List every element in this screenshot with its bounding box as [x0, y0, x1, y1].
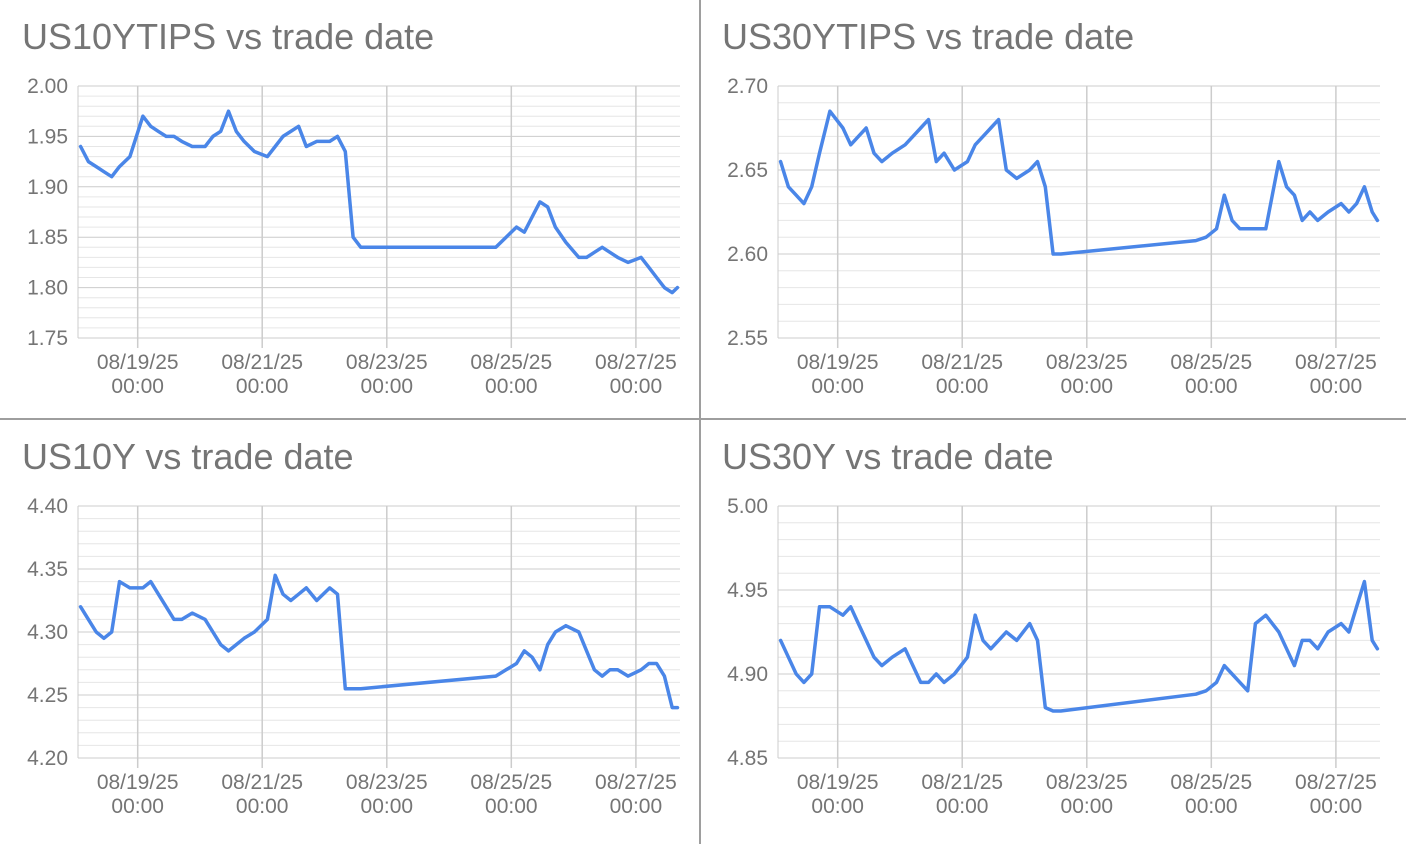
- x-tick-label-time: 00:00: [236, 375, 289, 398]
- x-tick-label-time: 00:00: [111, 795, 164, 818]
- chart-panel-us10ytips: US10YTIPS vs trade date 2.00 1.95 1.90 1.85…: [0, 0, 700, 420]
- y-tick-label: 2.65: [727, 159, 768, 182]
- x-tick-label-date: 08/19/25: [797, 351, 879, 374]
- y-tick-label: 1.80: [27, 277, 68, 300]
- gridlines: [77, 85, 680, 348]
- y-tick-label: 4.35: [27, 558, 68, 581]
- x-tick-label-time: 00:00: [936, 375, 989, 398]
- y-tick-label: 2.55: [727, 327, 768, 350]
- x-tick-label-date: 08/21/25: [221, 771, 303, 794]
- series-line: [778, 579, 1380, 713]
- chart-panel-us10y: US10Y vs trade date 4.40 4.35 4.30 4.25 4.20…: [0, 420, 700, 840]
- x-tick-label-time: 00:00: [361, 795, 414, 818]
- y-tick-label: 1.95: [27, 125, 68, 148]
- x-tick-label-date: 08/27/25: [595, 771, 677, 794]
- x-tick-label-time: 00:00: [610, 795, 663, 818]
- line-chart-us10ytips: 2.001.951.901.851.801.7508/19/2500:0008/…: [27, 75, 680, 398]
- series-line: [778, 109, 1380, 256]
- y-tick-label: 2.00: [27, 75, 68, 98]
- x-tick-label-date: 08/27/25: [1295, 771, 1377, 794]
- x-tick-label-time: 00:00: [361, 375, 414, 398]
- x-tick-label-time: 00:00: [1185, 375, 1238, 398]
- x-tick-label-time: 00:00: [936, 795, 989, 818]
- vertical-divider: [699, 0, 701, 844]
- x-tick-label-date: 08/21/25: [921, 351, 1003, 374]
- line-chart-us30ytips: 2.702.652.602.5508/19/2500:0008/21/2500:…: [727, 75, 1380, 398]
- gridlines: [777, 505, 1380, 768]
- y-tick-label: 4.40: [27, 495, 68, 518]
- x-tick-label-time: 00:00: [1310, 795, 1363, 818]
- x-tick-label-date: 08/25/25: [470, 771, 552, 794]
- x-tick-label-time: 00:00: [485, 375, 538, 398]
- y-tick-label: 2.60: [727, 243, 768, 266]
- x-tick-label-time: 00:00: [1185, 795, 1238, 818]
- y-tick-label: 4.30: [27, 621, 68, 644]
- chart-title: US10YTIPS vs trade date: [22, 16, 435, 57]
- chart-panel-us30y: US30Y vs trade date 5.00 4.95 4.90 4.85 08/1…: [700, 420, 1400, 840]
- x-tick-label-date: 08/19/25: [97, 351, 179, 374]
- x-tick-label-time: 00:00: [485, 795, 538, 818]
- y-tick-label: 1.90: [27, 176, 68, 199]
- x-tick-label-date: 08/23/25: [346, 771, 428, 794]
- x-tick-label-date: 08/23/25: [346, 351, 428, 374]
- line-chart-us10y: 4.404.354.304.254.2008/19/2500:0008/21/2…: [27, 495, 680, 818]
- x-tick-label-time: 00:00: [111, 375, 164, 398]
- x-tick-label-date: 08/25/25: [470, 351, 552, 374]
- x-tick-label-time: 00:00: [610, 375, 663, 398]
- x-tick-label-date: 08/25/25: [1170, 771, 1252, 794]
- chart-title: US30YTIPS vs trade date: [722, 16, 1135, 57]
- series-line: [78, 573, 680, 710]
- line-chart-us30y: 5.004.954.904.8508/19/2500:0008/21/2500:…: [727, 495, 1380, 818]
- gridlines: [777, 85, 1380, 348]
- x-tick-label-time: 00:00: [236, 795, 289, 818]
- x-tick-label-date: 08/27/25: [1295, 351, 1377, 374]
- x-tick-label-date: 08/21/25: [221, 351, 303, 374]
- y-tick-label: 4.20: [27, 747, 68, 770]
- x-tick-label-time: 00:00: [1061, 375, 1114, 398]
- x-tick-label-date: 08/23/25: [1046, 771, 1128, 794]
- x-tick-label-date: 08/25/25: [1170, 351, 1252, 374]
- x-tick-label-date: 08/21/25: [921, 771, 1003, 794]
- y-tick-label: 4.85: [727, 747, 768, 770]
- y-tick-label: 1.85: [27, 226, 68, 249]
- gridlines: [77, 505, 680, 768]
- y-tick-label: 5.00: [727, 495, 768, 518]
- series-line: [78, 109, 680, 295]
- x-tick-label-date: 08/23/25: [1046, 351, 1128, 374]
- x-tick-label-date: 08/19/25: [797, 771, 879, 794]
- chart-panel-us30ytips: US30YTIPS vs trade date 2.70 2.65 2.60 2.55…: [700, 0, 1400, 420]
- y-tick-label: 1.75: [27, 327, 68, 350]
- chart-title: US10Y vs trade date: [22, 436, 354, 477]
- x-tick-label-date: 08/27/25: [595, 351, 677, 374]
- x-tick-label-time: 00:00: [1061, 795, 1114, 818]
- y-tick-label: 4.95: [727, 579, 768, 602]
- y-tick-label: 4.25: [27, 684, 68, 707]
- chart-title: US30Y vs trade date: [722, 436, 1054, 477]
- x-tick-label-time: 00:00: [811, 375, 864, 398]
- y-tick-label: 2.70: [727, 75, 768, 98]
- x-tick-label-time: 00:00: [1310, 375, 1363, 398]
- horizontal-divider: [0, 418, 1406, 420]
- x-tick-label-time: 00:00: [811, 795, 864, 818]
- x-tick-label-date: 08/19/25: [97, 771, 179, 794]
- y-tick-label: 4.90: [727, 663, 768, 686]
